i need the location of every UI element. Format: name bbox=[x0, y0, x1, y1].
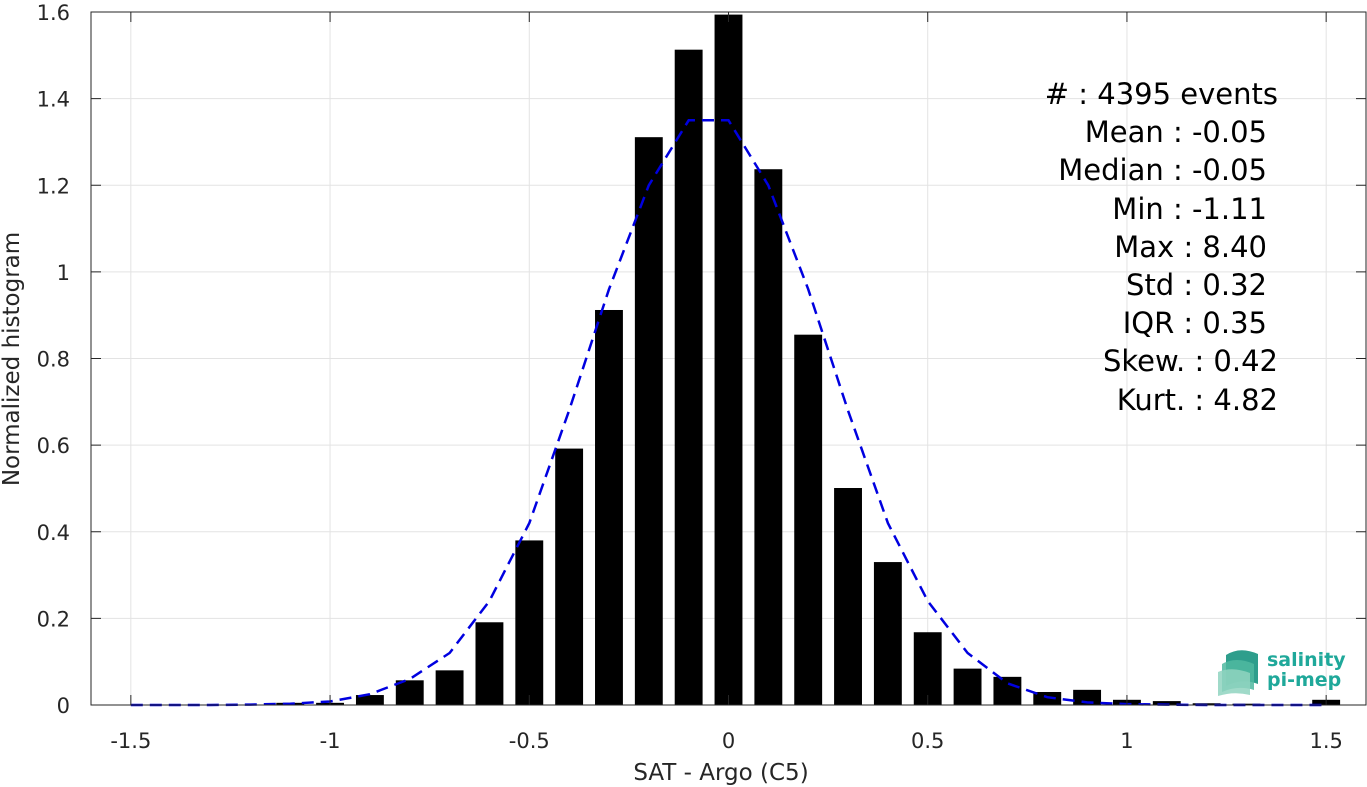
stat-kurt: Kurt. : 4.82 bbox=[1117, 383, 1278, 417]
histogram-bar bbox=[674, 49, 703, 705]
y-tick-label: 0 bbox=[57, 694, 70, 718]
y-tick-label: 1 bbox=[57, 261, 70, 285]
axis-ticks bbox=[91, 11, 1366, 706]
x-tick-labels: -1.5 -1 -0.5 0 0.5 1 1.5 bbox=[110, 729, 1343, 753]
histogram-bar bbox=[475, 622, 504, 705]
stat-mean: Mean : -0.05 bbox=[1085, 115, 1267, 149]
histogram-bar bbox=[355, 695, 384, 705]
histogram-bar bbox=[953, 668, 982, 705]
histogram-bars bbox=[276, 14, 1341, 706]
logo-text-salinity: salinity bbox=[1267, 649, 1346, 671]
histogram-bar bbox=[794, 334, 823, 705]
histogram-bar bbox=[1033, 692, 1062, 705]
x-tick-label: 1 bbox=[1120, 729, 1133, 753]
histogram-bar bbox=[913, 632, 942, 705]
histogram-bar bbox=[754, 169, 783, 706]
y-tick-label: 1.4 bbox=[37, 88, 70, 112]
histogram-bar bbox=[515, 540, 544, 705]
y-tick-label: 1.6 bbox=[37, 1, 70, 25]
histogram-bar bbox=[873, 562, 902, 705]
histogram-bar bbox=[395, 680, 424, 705]
y-tick-label: 0.8 bbox=[37, 348, 70, 372]
x-tick-label: -1 bbox=[320, 729, 341, 753]
histogram-bar bbox=[1232, 703, 1261, 705]
stat-max: Max : 8.40 bbox=[1114, 230, 1267, 264]
y-tick-labels: 0 0.2 0.4 0.6 0.8 1 1.2 1.4 1.6 bbox=[37, 1, 70, 718]
histogram-bar bbox=[555, 448, 584, 705]
histogram-bar bbox=[435, 670, 464, 705]
histogram-bar bbox=[834, 488, 862, 705]
logo-text-pimep: pi-mep bbox=[1267, 669, 1341, 691]
y-axis-label: Normalized histogram bbox=[0, 232, 25, 486]
wave-logo-icon bbox=[1218, 650, 1258, 696]
y-tick-label: 0.4 bbox=[37, 521, 70, 545]
stat-count: # : 4395 events bbox=[1045, 77, 1278, 111]
histogram-bar bbox=[1073, 689, 1102, 705]
y-tick-label: 0.2 bbox=[37, 607, 70, 631]
x-tick-label: 1.5 bbox=[1309, 729, 1342, 753]
stat-iqr: IQR : 0.35 bbox=[1123, 306, 1267, 340]
x-tick-label: 0 bbox=[722, 729, 735, 753]
histogram-bar bbox=[993, 676, 1022, 705]
stat-min: Min : -1.11 bbox=[1112, 192, 1267, 226]
x-tick-label: 0.5 bbox=[911, 729, 944, 753]
x-tick-label: -1.5 bbox=[110, 729, 151, 753]
histogram-bar bbox=[714, 14, 743, 705]
histogram-bar bbox=[595, 309, 623, 705]
histogram-bar bbox=[1152, 701, 1181, 705]
stat-median: Median : -0.05 bbox=[1058, 153, 1267, 187]
y-tick-label: 0.6 bbox=[37, 434, 70, 458]
stat-skew: Skew. : 0.42 bbox=[1103, 344, 1278, 378]
statistics-box: # : 4395 events Mean : -0.05 Median : -0… bbox=[1045, 77, 1278, 417]
x-tick-label: -0.5 bbox=[509, 729, 550, 753]
histogram-bar bbox=[634, 137, 663, 706]
x-axis-label: SAT - Argo (C5) bbox=[633, 760, 808, 786]
stat-std: Std : 0.32 bbox=[1126, 268, 1267, 302]
y-tick-label: 1.2 bbox=[37, 174, 70, 198]
salinity-pimep-logo: salinity pi-mep bbox=[1218, 649, 1346, 696]
